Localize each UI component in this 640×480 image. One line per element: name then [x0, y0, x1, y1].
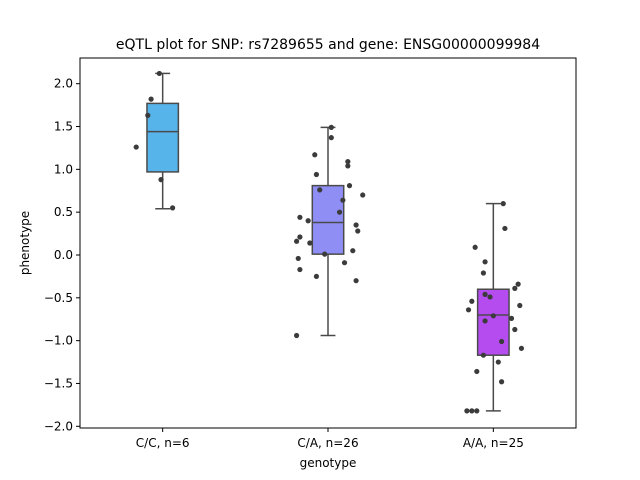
- data-point: [490, 313, 496, 319]
- data-point: [517, 302, 523, 309]
- x-axis: C/C, n=6 C/A, n=26 A/A, n=25: [136, 428, 524, 450]
- data-point: [312, 152, 318, 158]
- chart-title: eQTL plot for SNP: rs7289655 and gene: E…: [116, 37, 540, 53]
- y-axis: 2.0 1.5 1.0 0.5 0.0 −0.5 −1.0 −1.5 −2.0: [44, 77, 80, 433]
- box-1: [311, 184, 345, 255]
- y-tick-label: 1.0: [54, 162, 73, 176]
- data-point: [353, 278, 359, 284]
- y-tick-label: −1.5: [44, 376, 73, 390]
- data-point: [346, 183, 353, 189]
- data-point: [502, 225, 508, 232]
- x-tick-label: A/A, n=25: [463, 436, 524, 450]
- y-tick-label: 2.0: [54, 77, 73, 91]
- y-tick-label: 0.0: [54, 248, 73, 262]
- y-tick-label: 0.5: [54, 205, 73, 219]
- data-point: [133, 144, 139, 150]
- data-point: [472, 244, 478, 250]
- data-point: [469, 298, 475, 304]
- data-point: [482, 259, 488, 265]
- data-point: [482, 318, 488, 324]
- data-point: [305, 218, 311, 224]
- data-point: [336, 209, 343, 215]
- y-tick-label: −1.0: [44, 334, 73, 348]
- data-point: [156, 70, 162, 77]
- data-point: [345, 163, 351, 169]
- data-point: [499, 379, 505, 385]
- data-point: [307, 240, 313, 246]
- data-point: [512, 285, 518, 291]
- data-point: [350, 248, 356, 254]
- points-layer: [133, 70, 525, 414]
- x-tick-label: C/C, n=6: [136, 436, 190, 450]
- data-point: [482, 291, 488, 297]
- data-point: [495, 359, 501, 365]
- boxes-layer: [146, 72, 510, 412]
- data-point: [293, 332, 300, 339]
- data-point: [487, 294, 493, 300]
- box-2: [476, 288, 510, 356]
- data-point: [480, 352, 487, 358]
- data-point: [464, 408, 470, 414]
- data-point: [360, 192, 366, 198]
- data-point: [500, 201, 506, 207]
- data-point: [512, 326, 518, 333]
- data-point: [322, 251, 328, 257]
- data-point: [295, 255, 301, 262]
- data-point: [293, 238, 300, 244]
- data-point: [480, 270, 487, 276]
- data-point: [158, 177, 164, 183]
- data-point: [518, 345, 525, 351]
- data-point: [341, 260, 348, 266]
- data-point: [317, 187, 323, 193]
- x-axis-label: genotype: [300, 456, 357, 470]
- data-point: [328, 135, 334, 141]
- x-tick-label: C/A, n=26: [297, 436, 358, 450]
- y-tick-label: 1.5: [54, 120, 73, 134]
- data-point: [297, 234, 303, 240]
- data-point: [340, 197, 346, 203]
- data-point: [297, 214, 303, 220]
- y-tick-label: −2.0: [44, 419, 73, 433]
- data-point: [169, 205, 176, 211]
- data-point: [355, 228, 361, 234]
- data-point: [313, 171, 320, 178]
- box-0: [146, 102, 180, 173]
- data-point: [499, 338, 505, 345]
- data-point: [328, 124, 334, 130]
- data-point: [353, 222, 359, 228]
- data-point: [465, 307, 472, 313]
- data-point: [474, 408, 480, 414]
- data-point: [313, 273, 320, 280]
- data-point: [148, 96, 154, 102]
- y-tick-label: −0.5: [44, 291, 73, 305]
- y-axis-label: phenotype: [18, 211, 32, 275]
- data-point: [469, 408, 475, 414]
- data-point: [508, 315, 515, 321]
- data-point: [345, 159, 351, 165]
- data-point: [145, 112, 151, 118]
- data-point: [474, 368, 480, 375]
- data-point: [297, 266, 303, 273]
- data-point: [515, 281, 521, 287]
